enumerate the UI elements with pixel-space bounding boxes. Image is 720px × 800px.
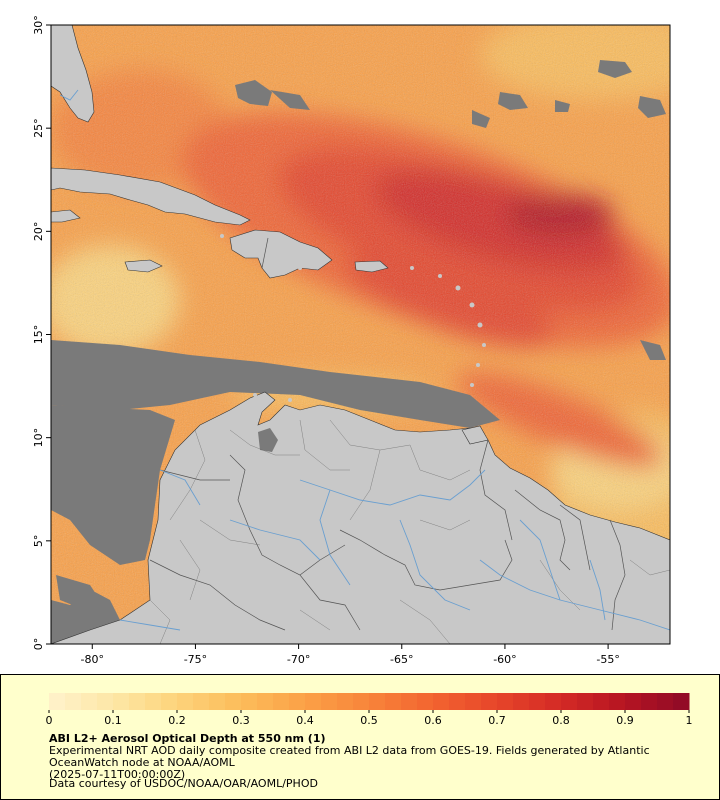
cuba-land-west [51, 209, 81, 223]
color-scale-block [49, 693, 66, 710]
country-borders [149, 237, 626, 631]
color-scale-block [161, 693, 178, 710]
color-scale-tick-label: 0.1 [104, 714, 122, 727]
lon-tick-label: -65° [390, 653, 413, 666]
color-scale-tick-label: 0.4 [296, 714, 314, 727]
color-scale-block [609, 693, 626, 710]
color-scale-block [209, 693, 226, 710]
legend-panel: 0 0.1 0.2 0.3 0.4 0.5 0.6 0.7 0.8 0.9 1 ABI L2+ Ae… [0, 674, 720, 800]
aod-map: -80° -75° -70° -65° -60° -55° 0° 5° 10° 15° 20° 25… [32, 15, 671, 666]
color-scale-block [385, 693, 402, 710]
lon-tick-label: -60° [493, 653, 516, 666]
color-scale-block [353, 693, 370, 710]
color-scale-block [145, 693, 162, 710]
color-scale-tick-label: 0.7 [488, 714, 506, 727]
color-scale-block [561, 693, 578, 710]
color-scale-block [273, 693, 290, 710]
lat-tick-label: 10° [32, 428, 45, 448]
land [51, 25, 670, 644]
south-america-land [51, 391, 670, 644]
color-scale-block [369, 693, 386, 710]
jamaica-land [124, 259, 163, 273]
color-scale-tick-label: 0.2 [168, 714, 186, 727]
color-scale-block [289, 693, 306, 710]
color-scale-block [401, 693, 418, 710]
color-scale-block [513, 693, 530, 710]
color-scale-block [113, 693, 130, 710]
color-scale-ticks: 0 0.1 0.2 0.3 0.4 0.5 0.6 0.7 0.8 0.9 1 [46, 710, 693, 727]
color-scale-block [545, 693, 562, 710]
color-scale-block [673, 693, 690, 710]
lake-maracaibo [258, 428, 278, 452]
color-scale-block [65, 693, 82, 710]
color-scale-block [241, 693, 258, 710]
legend-description: Experimental NRT AOD daily composite cre… [49, 745, 689, 781]
no-data-regions [51, 60, 666, 644]
color-scale-tick-label: 0.5 [360, 714, 378, 727]
color-scale-block [577, 693, 594, 710]
lon-tick-label: -55° [596, 653, 619, 666]
lon-tick-label: -75° [184, 653, 207, 666]
florida-land [51, 25, 95, 123]
color-scale-block [129, 693, 146, 710]
legend-title: ABI L2+ Aerosol Optical Depth at 550 nm … [49, 732, 326, 745]
color-scale-tick-label: 0.3 [232, 714, 250, 727]
color-scale-block [417, 693, 434, 710]
lon-tick-label: -70° [287, 653, 310, 666]
color-scale-block [81, 693, 98, 710]
lat-tick-label: 20° [32, 222, 45, 242]
color-scale-tick-label: 0.9 [616, 714, 634, 727]
color-scale-block [257, 693, 274, 710]
color-scale-blocks [49, 693, 690, 710]
color-scale-tick-label: 1 [686, 714, 693, 727]
latitude-axis: 0° 5° 10° 15° 20° 25° 30° [32, 15, 51, 650]
color-scale-block [625, 693, 642, 710]
state-borders [149, 419, 670, 644]
color-scale-tick-label: 0.6 [424, 714, 442, 727]
lat-tick-label: 5° [32, 535, 45, 548]
color-scale-block [593, 693, 610, 710]
lat-tick-label: 15° [32, 325, 45, 345]
legend-description-text: Experimental NRT AOD daily composite cre… [49, 744, 650, 769]
puerto-rico-land [354, 260, 389, 273]
rivers [59, 89, 670, 631]
color-scale-block [97, 693, 114, 710]
color-scale-tick-label: 0.8 [552, 714, 570, 727]
color-scale-block [481, 693, 498, 710]
color-scale-block [305, 693, 322, 710]
lat-tick-label: 25° [32, 118, 45, 138]
color-scale: 0 0.1 0.2 0.3 0.4 0.5 0.6 0.7 0.8 0.9 1 [46, 693, 693, 727]
color-scale-block [337, 693, 354, 710]
color-scale-block [321, 693, 338, 710]
color-scale-block [497, 693, 514, 710]
color-scale-block [657, 693, 674, 710]
lesser-antilles [220, 234, 486, 402]
color-scale-tick-label: 0 [46, 714, 53, 727]
color-scale-block [193, 693, 210, 710]
color-scale-block [449, 693, 466, 710]
color-scale-block [641, 693, 658, 710]
longitude-axis: -80° -75° -70° -65° -60° -55° [81, 644, 620, 666]
color-scale-block [225, 693, 242, 710]
color-scale-block [529, 693, 546, 710]
color-scale-block [465, 693, 482, 710]
lat-tick-label: 30° [32, 15, 45, 35]
legend-date: (2025-07-11T00:00:00Z) [49, 768, 186, 781]
cuba-land [51, 167, 251, 226]
color-scale-block [177, 693, 194, 710]
legend-credit: Data courtesy of USDOC/NOAA/OAR/AOML/PHO… [49, 777, 318, 790]
lon-tick-label: -80° [81, 653, 104, 666]
lat-tick-label: 0° [32, 638, 45, 651]
color-scale-block [433, 693, 450, 710]
